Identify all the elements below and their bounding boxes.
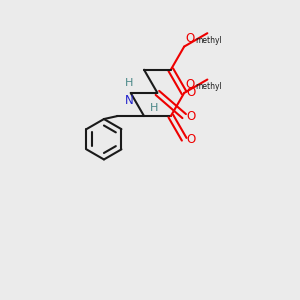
Text: O: O [186,86,195,99]
Text: H: H [125,79,134,88]
Text: O: O [186,133,195,146]
Text: O: O [186,110,195,123]
Text: O: O [186,78,195,91]
Text: methyl: methyl [196,82,222,91]
Text: methyl: methyl [196,36,222,45]
Text: O: O [186,32,195,45]
Text: N: N [125,94,134,107]
Text: H: H [149,103,158,113]
